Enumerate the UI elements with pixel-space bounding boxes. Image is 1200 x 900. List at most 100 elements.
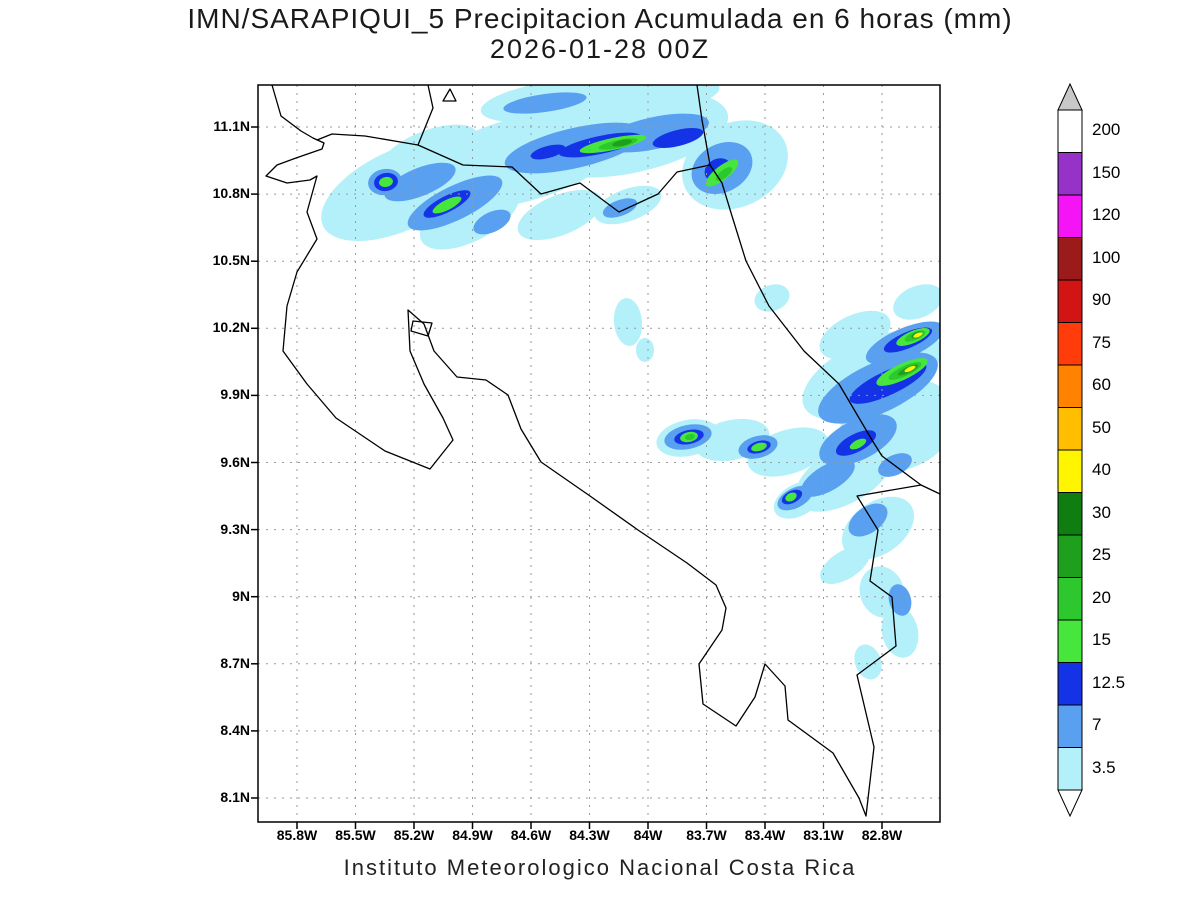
- lake-nicaragua-shore: [417, 85, 434, 146]
- colorbar-label: 40: [1092, 460, 1111, 480]
- institution-caption: Instituto Meteorologico Nacional Costa R…: [343, 855, 857, 880]
- lat-tick-label: 9.6N: [220, 453, 250, 470]
- colorbar-label: 90: [1092, 290, 1111, 310]
- colorbar-box: [1057, 704, 1083, 748]
- costa-rica-coastline: [265, 85, 922, 817]
- precip-cell: [751, 442, 767, 452]
- precip-cell: [602, 198, 638, 218]
- precip-cell: [913, 332, 923, 338]
- precip-cell: [848, 503, 888, 537]
- colorbar-box: [1057, 619, 1083, 663]
- precip-cell: [612, 139, 632, 147]
- colorbar-arrow-bottom-icon: [1057, 789, 1083, 818]
- colorbar: [1057, 82, 1083, 818]
- precip-cell: [849, 438, 867, 450]
- lat-tick-label: 10.2N: [212, 319, 250, 336]
- lake-island: [442, 88, 457, 102]
- colorbar-box: [1057, 577, 1083, 621]
- colorbar-label: 50: [1092, 417, 1111, 437]
- lat-tick-label: 9N: [232, 587, 250, 604]
- precip-cell: [503, 92, 587, 114]
- colorbar-box: [1057, 322, 1083, 366]
- lon-tick-label: 83.4W: [744, 827, 786, 843]
- map-title: IMN/SARAPIQUI_5 Precipitacion Acumulada …: [187, 3, 1013, 34]
- precip-cell: [610, 85, 720, 113]
- colorbar-label: 60: [1092, 375, 1111, 395]
- colorbar-label: 100: [1092, 247, 1121, 267]
- lon-tick-label: 84.6W: [510, 827, 552, 843]
- colorbar-box: [1057, 492, 1083, 536]
- lat-tick-label: 10.5N: [212, 252, 250, 269]
- colorbar-label: 200: [1092, 120, 1121, 140]
- lat-tick-label: 8.1N: [220, 789, 250, 805]
- map-valid-time: 2026-01-28 00Z: [489, 34, 711, 64]
- precip-cell: [517, 189, 603, 241]
- colorbar-box: [1057, 152, 1083, 196]
- axis-tick-layer: [251, 126, 883, 829]
- precip-cell: [854, 644, 882, 680]
- panama-coast: [920, 484, 940, 495]
- precip-cell: [881, 606, 919, 658]
- coastline-layer: [265, 85, 940, 817]
- lon-tick-label: 84.9W: [452, 827, 493, 843]
- precip-cell: [904, 365, 916, 373]
- colorbar-box: [1057, 407, 1083, 451]
- precip-cell: [785, 492, 797, 502]
- lon-tick-label: 83.1W: [803, 827, 844, 843]
- precip-cell: [613, 298, 643, 346]
- colorbar-arrow-top-icon: [1057, 82, 1083, 111]
- lon-tick-label: 85.8W: [276, 827, 318, 843]
- colorbar-label: 25: [1092, 545, 1111, 565]
- lat-tick-label: 9.3N: [220, 520, 250, 537]
- nicaragua-caribbean-coast: [696, 85, 711, 166]
- precip-cell: [652, 128, 704, 148]
- colorbar-box: [1057, 534, 1083, 578]
- precip-cell: [715, 167, 733, 181]
- precip-cell: [754, 284, 790, 312]
- lon-tick-label: 84.3W: [569, 827, 610, 843]
- lon-tick-label: 84W: [633, 827, 663, 843]
- colorbar-box: [1057, 279, 1083, 323]
- colorbar-box: [1057, 237, 1083, 281]
- precip-cell: [685, 433, 695, 441]
- colorbar-box: [1057, 747, 1083, 791]
- precip-cell: [473, 209, 511, 235]
- precip-cell: [530, 144, 566, 160]
- colorbar-box: [1057, 662, 1083, 706]
- precip-cell: [419, 180, 521, 250]
- precip-cell: [820, 545, 870, 585]
- colorbar-label: 12.5: [1092, 672, 1126, 692]
- colorbar-label: 150: [1092, 162, 1121, 182]
- colorbar-label: 75: [1092, 332, 1111, 352]
- colorbar-box: [1057, 364, 1083, 408]
- plot-frame: [257, 84, 941, 823]
- lat-tick-label: 10.8N: [212, 185, 250, 202]
- precip-shading-layer: [321, 85, 940, 680]
- lon-tick-label: 82.8W: [861, 827, 903, 843]
- colorbar-label: 120: [1092, 205, 1121, 225]
- precip-cell: [801, 459, 855, 497]
- lon-tick-label: 83.7W: [686, 827, 727, 843]
- colorbar-box: [1057, 194, 1083, 238]
- lon-tick-label: 85.5W: [335, 827, 376, 843]
- lat-tick-label: 11.1N: [213, 118, 250, 134]
- precip-cell: [636, 338, 654, 362]
- lon-tick-label: 85.2W: [393, 827, 435, 843]
- colorbar-box: [1057, 449, 1083, 493]
- lat-tick-label: 8.7N: [220, 654, 250, 671]
- colorbar-label: 15: [1092, 630, 1111, 650]
- precip-cell: [893, 284, 940, 320]
- precip-cell: [432, 196, 462, 214]
- colorbar-label: 7: [1092, 715, 1102, 735]
- precip-cell: [379, 176, 393, 188]
- gridline-layer: [258, 85, 940, 822]
- colorbar-label: 20: [1092, 587, 1111, 607]
- lat-tick-label: 9.9N: [220, 386, 250, 403]
- lat-tick-label: 8.4N: [220, 721, 250, 738]
- colorbar-label: 3.5: [1092, 757, 1116, 777]
- precip-cell: [888, 584, 912, 616]
- precip-cell: [384, 162, 456, 202]
- colorbar-box: [1057, 109, 1083, 153]
